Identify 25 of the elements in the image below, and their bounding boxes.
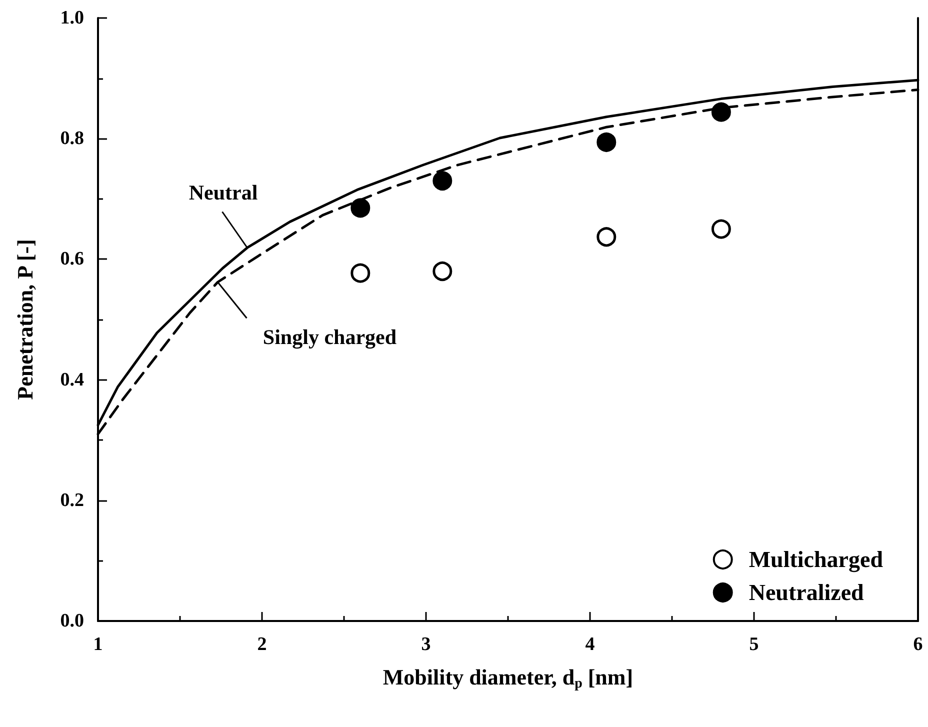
x-tick-label: 1 <box>93 634 103 655</box>
y-tick-label: 0.4 <box>60 369 84 390</box>
point <box>350 263 370 283</box>
point <box>432 171 452 191</box>
y-axis-title: Penetration, P [-] <box>12 239 38 400</box>
point <box>711 102 731 122</box>
annotation: Neutral <box>188 180 258 205</box>
x-tick-label: 2 <box>257 634 267 655</box>
y-tick-label: 0.6 <box>60 248 84 270</box>
y-tick-label: 0.2 <box>60 490 84 511</box>
point <box>432 262 452 282</box>
x-tick-label: 6 <box>913 634 923 655</box>
y-tick-label: 0.8 <box>60 128 84 150</box>
y-tick-label: 0.0 <box>60 610 84 632</box>
point <box>350 198 370 218</box>
point <box>596 227 616 247</box>
point <box>596 132 616 152</box>
annotation: Singly charged <box>262 325 397 350</box>
x-tick-label: 4 <box>585 634 596 655</box>
legend-label: Multicharged <box>748 547 884 573</box>
y-tick-label: 1.0 <box>60 8 84 28</box>
x-tick-label: 3 <box>421 634 431 655</box>
x-tick-label: 5 <box>749 634 759 655</box>
legend-label: Neutralized <box>748 580 864 605</box>
point <box>711 219 731 239</box>
